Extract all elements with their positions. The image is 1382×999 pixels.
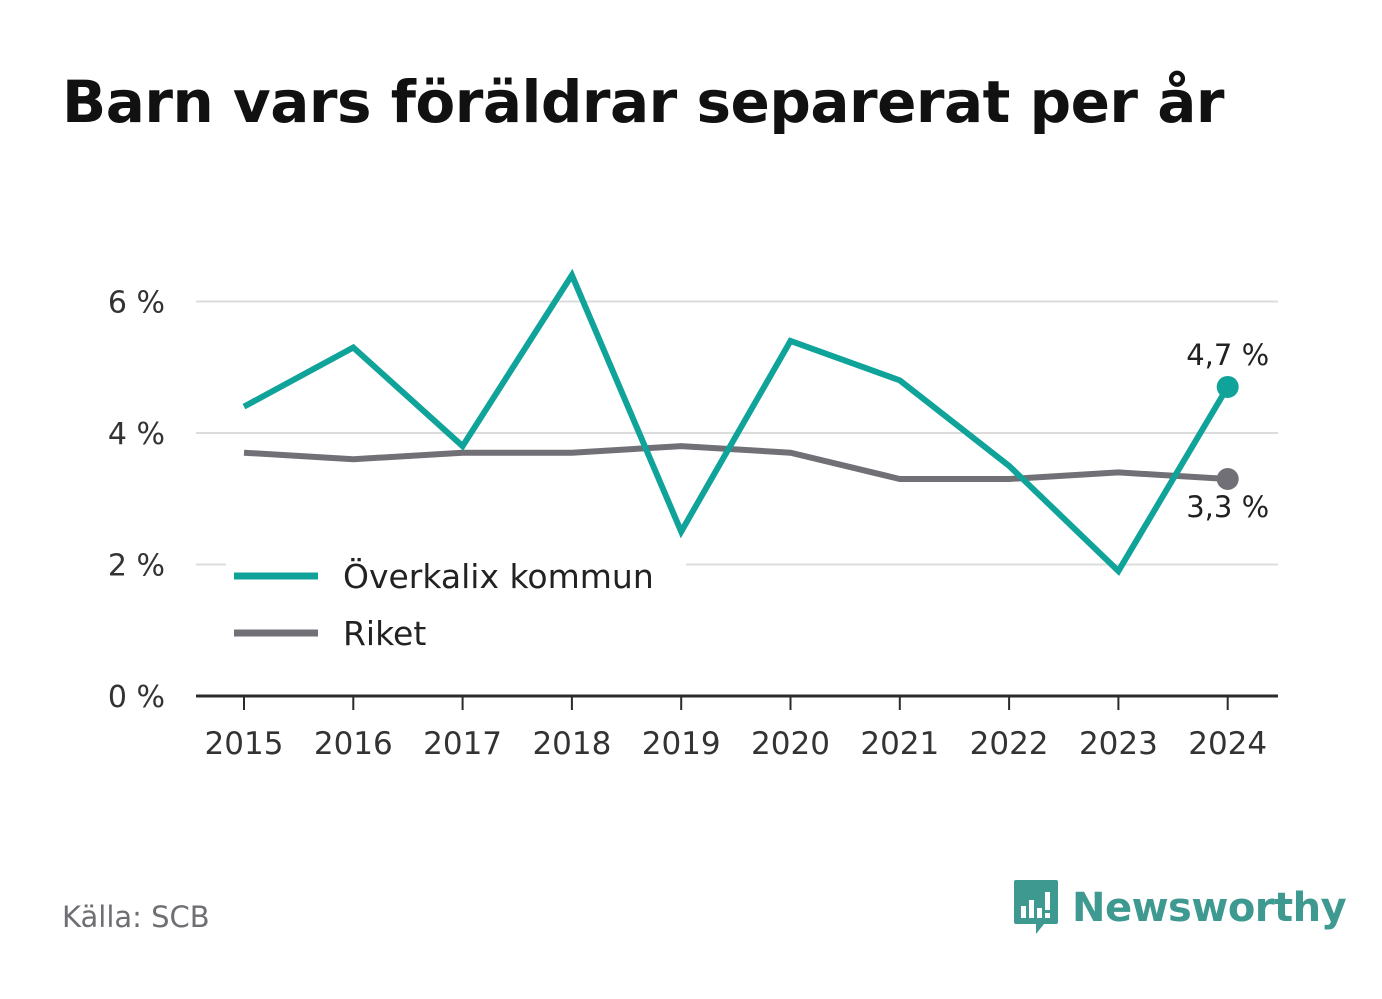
brand-logo: Newsworthy: [1012, 878, 1347, 938]
series-lines: [242, 268, 1239, 576]
chart-title: Barn vars föräldrar separerat per år: [62, 68, 1224, 136]
series-end-label: 4,7 %: [1186, 338, 1269, 372]
legend: Överkalix kommun Riket: [226, 556, 686, 655]
x-tick-label: 2022: [970, 726, 1049, 762]
legend-label: Överkalix kommun: [343, 556, 654, 596]
series-end-label: 3,3 %: [1186, 490, 1269, 524]
y-tick-label: 2 %: [108, 548, 165, 583]
x-tick-label: 2021: [860, 726, 939, 762]
y-tick-label: 6 %: [108, 285, 165, 320]
y-tick-label: 0 %: [108, 680, 165, 715]
x-axis: 2015 2016 2017 2018 2019 2020 2021 2022 2023 2024: [196, 694, 1278, 762]
x-tick-label: 2024: [1188, 726, 1267, 762]
series-line-0: [242, 268, 1231, 576]
y-tick-label: 4 %: [108, 417, 165, 452]
y-axis-labels: 0 % 2 % 4 % 6 %: [108, 285, 165, 715]
series-end-point-0: [1216, 375, 1239, 398]
x-tick-label: 2019: [642, 726, 721, 762]
x-tick-label: 2016: [314, 726, 393, 762]
x-tick-label: 2023: [1079, 726, 1158, 762]
source-note: Källa: SCB: [62, 900, 210, 934]
x-tick-label: 2018: [532, 726, 611, 762]
legend-label: Riket: [343, 614, 426, 653]
x-tick-label: 2017: [423, 726, 502, 762]
x-tick-label: 2020: [751, 726, 830, 762]
series-end-point-1: [1216, 468, 1239, 490]
newsworthy-logo-icon: [1014, 880, 1058, 934]
brand-name: Newsworthy: [1072, 885, 1347, 931]
series-line-1: [243, 443, 1228, 482]
end-labels: 4,7 % 3,3 %: [1186, 338, 1269, 524]
x-tick-label: 2015: [205, 726, 284, 762]
